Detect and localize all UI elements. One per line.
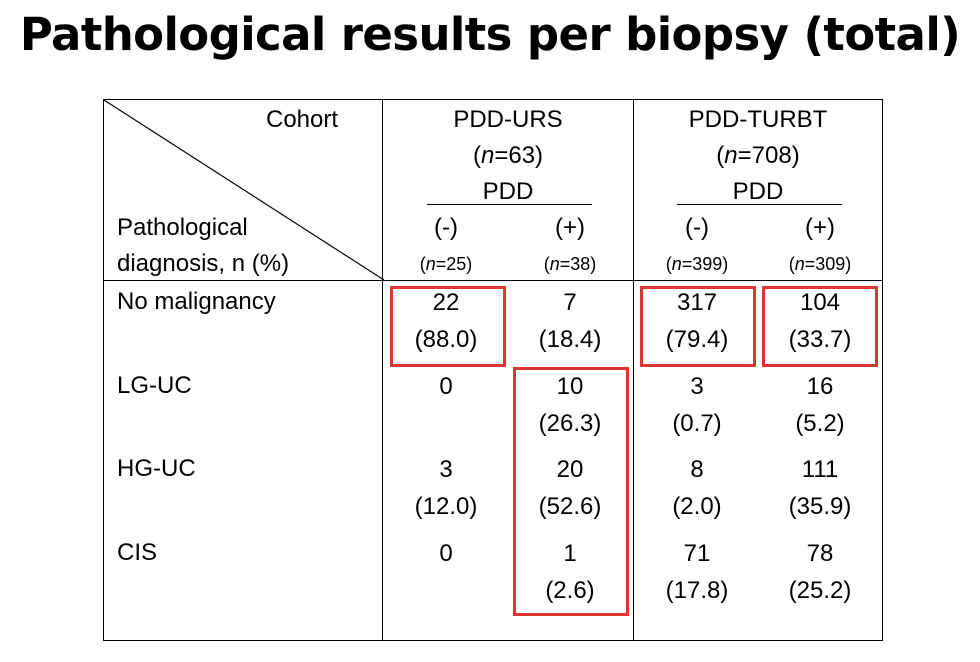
cohort-n-urs: (n=63) [472, 142, 544, 169]
subheader-pdd-urs: PDD [482, 178, 534, 205]
subheader-underline [677, 204, 842, 205]
cohort-name-urs: PDD-URS [453, 106, 563, 133]
column-divider [382, 100, 383, 640]
cohort-name-turbt: PDD-TURBT [688, 106, 828, 133]
table-cell: 22 (88.0) [414, 289, 478, 353]
table-cell: 111 (35.9) [788, 456, 852, 520]
cohort-label: Cohort [266, 106, 339, 133]
subheader-pdd-turbt: PDD [732, 178, 784, 205]
table-cell: 0 [439, 540, 453, 567]
group-label-urs-neg: (-) [434, 214, 458, 241]
diagnosis-label-line1: Pathological [117, 214, 248, 241]
table-cell: 7 (18.4) [538, 289, 602, 353]
row-label-lg-uc: LG-UC [117, 372, 192, 399]
diagnosis-label-line2: diagnosis, n (%) [117, 250, 290, 277]
group-n-turbt-neg: (n=399) [665, 254, 729, 274]
corner-diagonal-line [104, 100, 384, 280]
table-cell: 0 [439, 373, 453, 400]
table-cell: 104 (33.7) [788, 289, 852, 353]
results-table: Cohort Pathological diagnosis, n (%) PDD… [103, 99, 883, 641]
table-cell: 8 (2.0) [672, 456, 722, 520]
highlight-box [762, 286, 878, 367]
table-cell: 1 (2.6) [545, 540, 595, 604]
highlight-box [390, 286, 506, 367]
row-label-hg-uc: HG-UC [117, 455, 196, 482]
page-title: Pathological results per biopsy (total) [19, 8, 961, 61]
table-cell: 317 (79.4) [665, 289, 729, 353]
group-n-turbt-pos: (n=309) [788, 254, 852, 274]
highlight-box [513, 367, 629, 616]
table-cell: 3 (0.7) [672, 373, 722, 437]
table-cell: 71 (17.8) [665, 540, 729, 604]
group-n-urs-neg: (n=25) [419, 254, 473, 274]
group-label-urs-pos: (+) [555, 214, 585, 241]
table-cell: 10 (26.3) [538, 373, 602, 437]
row-label-no-malignancy: No malignancy [117, 288, 276, 315]
table-cell: 20 (52.6) [538, 456, 602, 520]
table-cell: 16 (5.2) [795, 373, 845, 437]
highlight-box [640, 286, 756, 367]
group-label-turbt-pos: (+) [805, 214, 835, 241]
table-cell: 78 (25.2) [788, 540, 852, 604]
table-cell: 3 (12.0) [414, 456, 478, 520]
column-divider [633, 100, 634, 640]
cohort-n-turbt: (n=708) [716, 142, 800, 169]
row-label-cis: CIS [117, 539, 158, 566]
subheader-underline [427, 204, 592, 205]
header-divider [104, 280, 882, 281]
group-n-urs-pos: (n=38) [543, 254, 597, 274]
group-label-turbt-neg: (-) [685, 214, 709, 241]
